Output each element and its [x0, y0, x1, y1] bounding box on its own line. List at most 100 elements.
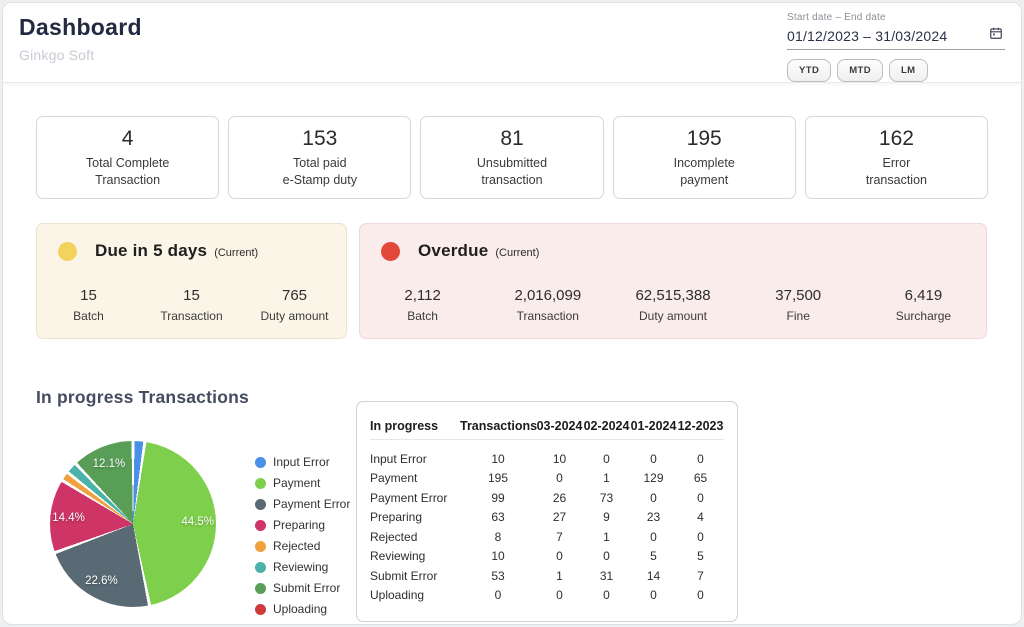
legend-label: Payment Error: [273, 497, 351, 511]
legend-item[interactable]: Payment: [255, 476, 350, 490]
overdue-stat-surcharge: 6,419 Surcharge: [895, 287, 952, 323]
page-title: Dashboard: [19, 14, 142, 40]
legend-item[interactable]: Reviewing: [255, 560, 350, 574]
stat-label: Error transaction: [865, 155, 927, 187]
table-cell: 1: [603, 529, 610, 544]
due-stat-duty-amount: 765 Duty amount: [260, 287, 329, 323]
stat-card-total-complete: 4 Total Complete Transaction: [36, 116, 220, 199]
due-panel-stats: 15 Batch 15 Transaction 765 Duty amount: [37, 287, 346, 323]
table-cell: 26: [552, 490, 567, 505]
overdue-panel-title: Overdue: [418, 241, 489, 260]
yellow-status-dot: [58, 241, 77, 261]
table-cell: 0: [650, 451, 657, 466]
legend-dot-icon: [255, 603, 266, 615]
stat-label: Total Complete Transaction: [85, 155, 170, 187]
ytd-button[interactable]: YTD: [787, 59, 832, 82]
table-cell: 0: [556, 471, 563, 486]
table-cell: 0: [494, 588, 502, 603]
legend-item[interactable]: Preparing: [255, 518, 350, 532]
table-header-cell: 01-2024: [630, 419, 677, 433]
overdue-panel-stats: 2,112 Batch 2,016,099 Transaction 62,515…: [360, 287, 986, 323]
pie-slice-label: 14.4%: [52, 511, 85, 524]
stat-label: Incomplete payment: [673, 155, 735, 187]
table-cell: Rejected: [370, 529, 418, 544]
legend-item[interactable]: Rejected: [255, 539, 350, 553]
overdue-stat-fine: 37,500 Fine: [775, 287, 822, 323]
table-cell: 7: [697, 568, 704, 583]
table-cell: 99: [491, 490, 505, 505]
table-cell: 1: [603, 471, 610, 486]
mtd-button[interactable]: MTD: [837, 59, 883, 82]
table-cell: 0: [697, 451, 704, 466]
overdue-panel-qualifier: (Current): [495, 246, 540, 259]
overdue-stat-batch: 2,112 Batch: [404, 287, 441, 323]
legend-dot-icon: [255, 519, 266, 531]
table-cell: 10: [491, 451, 505, 466]
table-cell: 10: [552, 451, 567, 466]
due-stat-transaction: 15 Transaction: [160, 287, 223, 323]
stat-card-error-transaction: 162 Error transaction: [804, 116, 989, 199]
table-row: Rejected 8 7 1 0 0: [370, 527, 724, 547]
table-cell: 63: [491, 510, 505, 525]
table-cell: 7: [556, 529, 563, 544]
legend-label: Reviewing: [273, 560, 329, 574]
pie-legend: Input Error Payment Payment Error Preparing…: [255, 455, 350, 616]
table-cell: 0: [603, 549, 610, 564]
date-range-field[interactable]: 01/12/2023 – 31/03/2024: [787, 26, 1005, 50]
page-subtitle: Ginkgo Soft: [19, 47, 95, 63]
table-cell: Reviewing: [370, 549, 426, 564]
table-cell: 1: [556, 568, 563, 583]
legend-dot-icon: [255, 456, 266, 468]
table-cell: 73: [599, 490, 614, 505]
date-range-value: 01/12/2023 – 31/03/2024: [787, 27, 948, 44]
legend-label: Preparing: [273, 518, 326, 532]
legend-item[interactable]: Uploading: [255, 602, 350, 616]
table-cell: 0: [697, 490, 704, 505]
legend-dot-icon: [255, 540, 266, 552]
due-panel-title: Due in 5 days: [95, 241, 208, 260]
stat-card-total-paid: 153 Total paid e-Stamp duty: [228, 116, 412, 199]
table-cell: 0: [697, 588, 704, 603]
table-cell: Payment Error: [370, 490, 448, 505]
table-cell: Uploading: [370, 588, 425, 603]
table-cell: 10: [491, 549, 505, 564]
table-cell: 0: [697, 529, 704, 544]
table-cell: 0: [650, 490, 657, 505]
due-panel-qualifier: (Current): [214, 246, 259, 259]
table-cell: 0: [556, 588, 563, 603]
overdue-panel: Overdue (Current) 2,112 Batch 2,016,099 …: [359, 223, 987, 339]
legend-dot-icon: [255, 498, 266, 510]
table-row: Preparing 63 27 9 23 4: [370, 508, 724, 528]
table-cell: 0: [556, 549, 563, 564]
table-cell: 9: [603, 510, 610, 525]
legend-dot-icon: [255, 582, 266, 594]
stat-value: 4: [121, 126, 134, 150]
stat-cards-row: 4 Total Complete Transaction 153 Total pa…: [36, 116, 989, 199]
stat-value: 162: [878, 126, 914, 150]
table-cell: Input Error: [370, 451, 427, 466]
table-cell: 53: [491, 568, 505, 583]
alert-panels-row: Due in 5 days (Current) 15 Batch 15 Tran…: [36, 223, 987, 339]
date-range-picker: Start date – End date 01/12/2023 – 31/03…: [787, 12, 1005, 82]
pie-slice-label: 22.6%: [85, 574, 118, 587]
table-cell: 27: [552, 510, 567, 525]
legend-item[interactable]: Payment Error: [255, 497, 350, 511]
legend-label: Payment: [273, 476, 321, 490]
legend-item[interactable]: Submit Error: [255, 581, 350, 595]
stat-value: 153: [302, 126, 338, 150]
table-cell: 129: [643, 471, 664, 486]
in-progress-table: In progress Transactions 03-2024 02-2024 01-…: [356, 401, 738, 622]
legend-item[interactable]: Input Error: [255, 455, 350, 469]
legend-label: Rejected: [273, 539, 321, 553]
legend-label: Input Error: [273, 455, 330, 469]
pie-chart[interactable]: [50, 441, 216, 607]
legend-dot-icon: [255, 561, 266, 573]
table-row: Payment Error 99 26 73 0 0: [370, 488, 724, 508]
table-header-cell: Transactions: [460, 419, 538, 433]
pie-slice-label: 12.1%: [92, 457, 126, 470]
lm-button[interactable]: LM: [888, 59, 928, 82]
overdue-stat-duty-amount: 62,515,388 Duty amount: [635, 287, 711, 323]
calendar-icon[interactable]: [989, 26, 1005, 45]
overdue-stat-transaction: 2,016,099 Transaction: [514, 287, 582, 323]
